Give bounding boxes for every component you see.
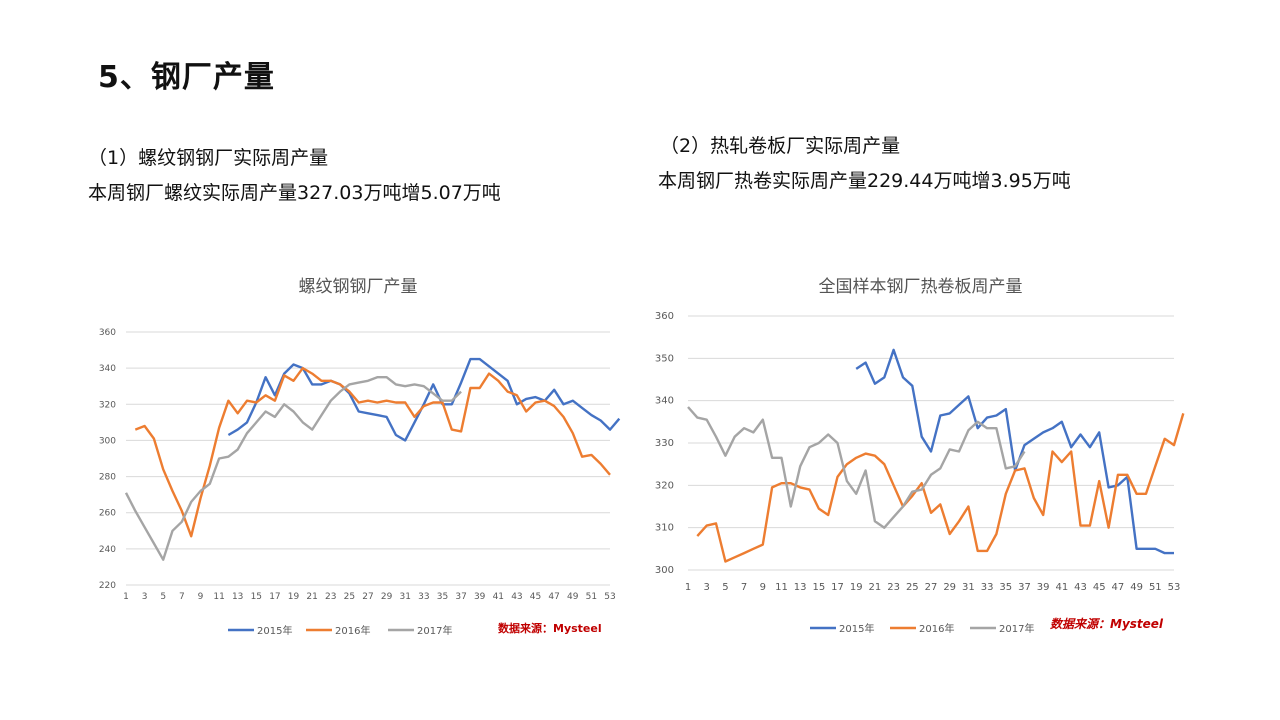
- source-note: 数据来源：Mysteel: [498, 621, 602, 635]
- legend-label: 2016年: [919, 622, 954, 635]
- x-tick-label: 15: [251, 592, 262, 602]
- x-tick-label: 37: [455, 592, 466, 602]
- section1-title: （1）螺纹钢钢厂实际周产量: [88, 147, 329, 169]
- y-tick-label: 330: [655, 438, 674, 449]
- series-line-2016年: [134, 366, 611, 538]
- x-tick-label: 21: [869, 582, 882, 593]
- y-tick-label: 280: [99, 473, 116, 483]
- legend-label: 2016年: [335, 624, 370, 637]
- section2-description: 本周钢厂热卷实际周产量229.44万吨增3.95万吨: [658, 170, 1071, 192]
- x-tick-label: 23: [887, 582, 900, 593]
- series-line-2015年: [227, 357, 621, 442]
- x-tick-label: 9: [198, 592, 204, 602]
- x-tick-label: 31: [962, 582, 975, 593]
- x-tick-label: 45: [530, 592, 541, 602]
- series-line-2017年: [124, 375, 462, 561]
- x-tick-label: 41: [493, 592, 504, 602]
- section2-title: （2）热轧卷板厂实际周产量: [660, 135, 901, 157]
- x-tick-label: 51: [586, 592, 597, 602]
- y-tick-label: 320: [655, 480, 674, 491]
- x-tick-label: 1: [123, 592, 129, 602]
- x-tick-label: 33: [418, 592, 429, 602]
- series-line-2017年: [687, 406, 1026, 529]
- x-tick-label: 47: [548, 592, 559, 602]
- y-tick-label: 340: [655, 396, 674, 407]
- y-tick-label: 300: [99, 436, 116, 446]
- x-tick-label: 35: [437, 592, 448, 602]
- x-tick-label: 3: [704, 582, 710, 593]
- x-tick-label: 11: [213, 592, 224, 602]
- x-tick-label: 19: [288, 592, 300, 602]
- x-tick-label: 43: [1074, 582, 1087, 593]
- legend-label: 2015年: [839, 622, 874, 635]
- legend-label: 2017年: [417, 624, 452, 637]
- y-tick-label: 220: [99, 581, 116, 591]
- x-tick-label: 53: [604, 592, 615, 602]
- x-tick-label: 29: [381, 592, 393, 602]
- x-tick-label: 17: [831, 582, 844, 593]
- x-tick-label: 43: [511, 592, 522, 602]
- x-tick-label: 19: [850, 582, 863, 593]
- x-tick-label: 49: [1130, 582, 1143, 593]
- x-tick-label: 9: [760, 582, 766, 593]
- x-tick-label: 7: [179, 592, 185, 602]
- x-tick-label: 29: [943, 582, 956, 593]
- x-tick-label: 21: [306, 592, 317, 602]
- x-tick-label: 7: [741, 582, 747, 593]
- x-tick-label: 17: [269, 592, 280, 602]
- x-tick-label: 15: [812, 582, 825, 593]
- x-tick-label: 27: [925, 582, 938, 593]
- page-title: 5、钢厂产量: [98, 60, 275, 95]
- chart-title: 螺纹钢钢厂产量: [299, 277, 418, 297]
- section1-description: 本周钢厂螺纹实际周产量327.03万吨增5.07万吨: [88, 182, 501, 204]
- x-tick-label: 51: [1149, 582, 1162, 593]
- x-tick-label: 1: [685, 582, 691, 593]
- x-tick-label: 5: [160, 592, 166, 602]
- x-tick-label: 37: [1018, 582, 1031, 593]
- x-tick-label: 39: [474, 592, 486, 602]
- x-tick-label: 39: [1037, 582, 1050, 593]
- y-tick-label: 340: [99, 364, 116, 374]
- rebar-production-chart: 螺纹钢钢厂产量 220 240 260 280 300 320 340 360 1 3 5 7 9 11 13…: [88, 262, 628, 652]
- x-tick-label: 49: [567, 592, 579, 602]
- x-tick-label: 25: [906, 582, 919, 593]
- legend-label: 2015年: [257, 624, 292, 637]
- y-tick-label: 300: [655, 565, 674, 576]
- x-tick-label: 35: [999, 582, 1012, 593]
- x-tick-label: 31: [400, 592, 411, 602]
- x-tick-label: 11: [775, 582, 788, 593]
- y-tick-label: 320: [99, 400, 116, 410]
- x-tick-label: 13: [794, 582, 807, 593]
- x-tick-label: 45: [1093, 582, 1106, 593]
- source-note: 数据来源：Mysteel: [1050, 617, 1164, 631]
- y-tick-label: 360: [655, 311, 674, 322]
- x-tick-label: 13: [232, 592, 243, 602]
- x-tick-label: 33: [981, 582, 994, 593]
- y-tick-label: 310: [655, 523, 674, 534]
- x-tick-label: 27: [362, 592, 373, 602]
- hot-coil-production-chart: 全国样本钢厂热卷板周产量 300 310 320 330 340 350 360 1 3 5 7 9 11…: [648, 262, 1193, 652]
- x-tick-label: 41: [1055, 582, 1068, 593]
- x-tick-label: 25: [344, 592, 355, 602]
- x-tick-label: 47: [1112, 582, 1125, 593]
- y-tick-label: 260: [99, 509, 116, 519]
- y-tick-label: 350: [655, 353, 674, 364]
- legend-label: 2017年: [999, 622, 1034, 635]
- x-tick-label: 3: [142, 592, 148, 602]
- series-line-2016年: [696, 413, 1185, 563]
- chart-title: 全国样本钢厂热卷板周产量: [819, 277, 1023, 297]
- x-tick-label: 53: [1168, 582, 1181, 593]
- y-tick-label: 360: [99, 328, 116, 338]
- x-tick-label: 5: [722, 582, 728, 593]
- x-tick-label: 23: [325, 592, 336, 602]
- series-line-2015年: [855, 348, 1174, 555]
- y-tick-label: 240: [99, 545, 116, 555]
